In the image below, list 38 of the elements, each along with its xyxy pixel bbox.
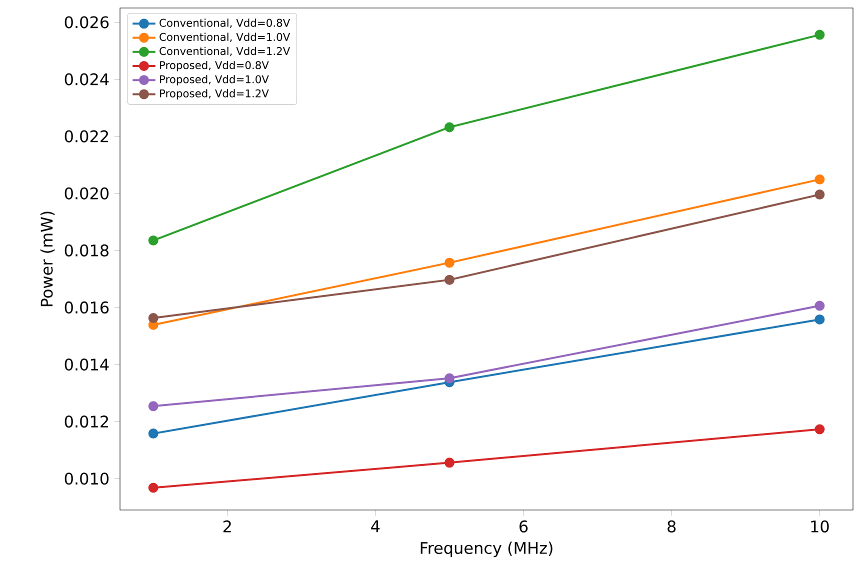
y-tick-label: 0.012 [64, 416, 108, 428]
point [148, 313, 158, 324]
x-tick-label: 2 [223, 520, 231, 532]
point [148, 482, 158, 493]
point [814, 424, 825, 434]
x-tick-label: 10 [811, 520, 829, 533]
x-tick-label: 6 [520, 520, 528, 533]
y-tick-label: 0.022 [64, 130, 108, 142]
point [444, 274, 454, 285]
y-tick-label: 0.014 [64, 358, 109, 371]
point [814, 300, 825, 311]
point [444, 458, 454, 468]
legend-label: Proposed, Vdd=1.2V [160, 89, 269, 100]
y-tick-label: 0.020 [64, 187, 109, 200]
legend-label: Conventional, Vdd=0.8V [160, 18, 290, 28]
y-tick-label: 0.010 [64, 472, 109, 485]
legend-label: Proposed, Vdd=1.0V [160, 75, 269, 86]
x-axis-title: Frequency (MHz) [420, 542, 552, 558]
y-tick-label: 0.018 [64, 244, 108, 256]
point [444, 258, 454, 268]
point [814, 314, 825, 324]
point [444, 122, 454, 132]
y-tick-label: 0.026 [64, 16, 109, 28]
legend-label: Proposed, Vdd=0.8V [160, 60, 269, 72]
x-tick-label: 8 [668, 520, 676, 533]
legend-label: Conventional, Vdd=1.0V [160, 32, 290, 42]
y-axis-title: Power (mW) [40, 212, 55, 306]
y-tick-label: 0.024 [64, 73, 109, 86]
point [148, 235, 158, 246]
point [814, 174, 825, 184]
legend-label: Conventional, Vdd=1.2V [160, 46, 290, 56]
point [814, 190, 825, 200]
point [148, 401, 158, 412]
point [444, 373, 454, 384]
x-tick-label: 4 [371, 520, 380, 532]
point [814, 30, 825, 40]
y-tick-label: 0.016 [64, 301, 109, 314]
point [148, 428, 158, 439]
